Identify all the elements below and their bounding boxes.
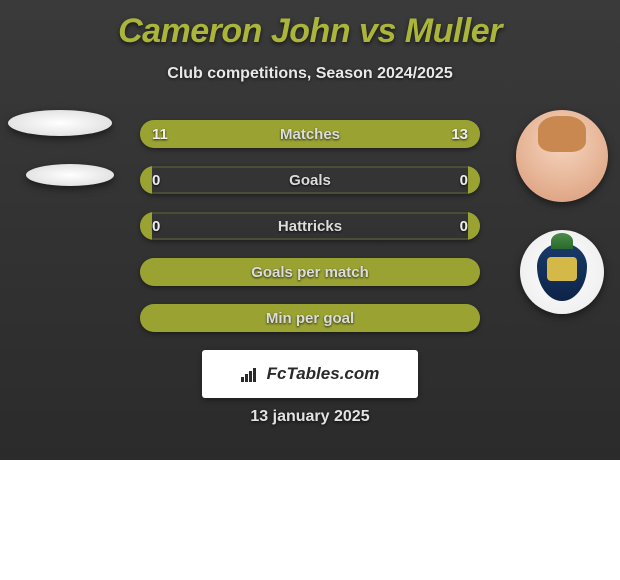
stat-row: Hattricks0 0 [140, 212, 480, 240]
bar-value-right: 0 [460, 166, 468, 194]
right-avatar-group [516, 110, 608, 314]
bar-label: Min per goal [140, 304, 480, 332]
attribution-text: FcTables.com [267, 364, 380, 384]
page-title: Cameron John vs Muller [0, 0, 620, 51]
stat-row: Goals0 0 [140, 166, 480, 194]
bar-value-left: 0 [152, 212, 160, 240]
player2-avatar [516, 110, 608, 202]
team2-crest-icon [537, 243, 587, 301]
bar-label: Hattricks [140, 212, 480, 240]
stat-bars: Matches1113Goals00Hattricks00Goals per m… [140, 120, 480, 350]
stat-row: Goals per match [140, 258, 480, 286]
chart-icon [241, 366, 261, 382]
bar-value-left: 0 [152, 166, 160, 194]
date-text: 13 january 2025 [0, 408, 620, 426]
attribution-badge: FcTables.com [202, 350, 418, 398]
comparison-card: Cameron John vs Muller Club competitions… [0, 0, 620, 460]
bar-value-left: 11 [152, 120, 168, 148]
bar-label: Goals per match [140, 258, 480, 286]
subtitle: Club competitions, Season 2024/2025 [0, 65, 620, 83]
left-avatar-group [8, 110, 114, 186]
player1-avatar [8, 110, 112, 136]
stat-row: Matches11 13 [140, 120, 480, 148]
bar-label: Matches [140, 120, 480, 148]
bar-label: Goals [140, 166, 480, 194]
bar-value-right: 13 [451, 120, 468, 148]
bar-value-right: 0 [460, 212, 468, 240]
stat-row: Min per goal [140, 304, 480, 332]
team1-avatar [26, 164, 114, 186]
team2-avatar [520, 230, 604, 314]
